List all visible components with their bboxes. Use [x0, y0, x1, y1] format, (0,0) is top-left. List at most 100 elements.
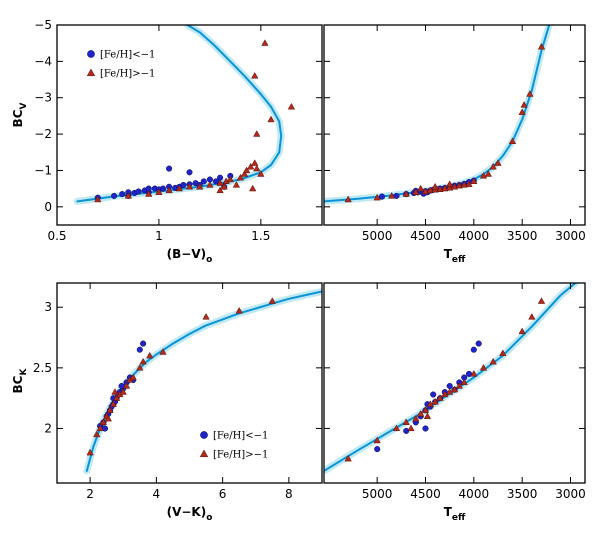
x-axis-label-sub: o [206, 255, 212, 265]
data-point [484, 170, 492, 177]
data-point [494, 159, 502, 166]
data-point [446, 382, 453, 390]
data-point [145, 190, 153, 197]
data-point [412, 414, 420, 422]
legend-label-metal-poor: [Fe/H]<−1 [213, 431, 268, 442]
data-point [129, 373, 137, 381]
data-point [430, 391, 437, 398]
data-point [253, 164, 261, 172]
series-metal-rich [344, 297, 546, 462]
data-point [441, 184, 449, 192]
plot-frame [323, 282, 586, 484]
y-tick-label: −3 [34, 91, 52, 105]
data-point [220, 182, 228, 190]
x-axis-label-main: T [444, 505, 453, 519]
data-point [470, 177, 478, 184]
data-point [537, 42, 546, 50]
data-point [111, 192, 118, 199]
data-point [508, 137, 517, 144]
data-point [94, 195, 102, 203]
curve-glow [324, 25, 553, 205]
data-point [417, 409, 425, 417]
data-point [475, 340, 482, 347]
data-point [200, 178, 207, 185]
data-point [417, 184, 425, 192]
x-tick-label: 3000 [555, 229, 586, 243]
data-point [388, 191, 396, 199]
data-point [479, 363, 488, 371]
data-point [106, 406, 114, 413]
legend: [Fe/H]<−1 [Fe/H]>−1 [199, 431, 268, 461]
legend-label-metal-rich: [Fe/H]>−1 [213, 450, 268, 461]
curve-glow [324, 283, 579, 475]
data-point [450, 385, 459, 393]
data-point [122, 382, 131, 389]
data-point [246, 162, 255, 170]
data-point [423, 412, 432, 419]
x-axis-label: Teff [444, 505, 466, 523]
data-point [520, 101, 528, 108]
data-point [431, 182, 439, 190]
y-axis-label-main: BC [11, 375, 25, 393]
data-point [96, 424, 104, 432]
data-point [240, 170, 249, 177]
data-point [202, 313, 210, 320]
data-point [232, 181, 241, 188]
data-point [446, 180, 454, 187]
y-tick-label: −1 [34, 163, 52, 177]
data-point [455, 382, 463, 389]
x-tick-label: 4000 [459, 487, 490, 501]
data-point [470, 369, 478, 377]
x-tick-label: 0.5 [47, 229, 66, 243]
data-point [236, 173, 245, 181]
data-point [528, 313, 536, 320]
data-point [253, 130, 261, 137]
series-metal-rich [86, 297, 276, 456]
x-axis-label: Teff [444, 247, 466, 265]
data-point [139, 357, 147, 365]
data-point [216, 186, 224, 194]
data-point [257, 170, 265, 177]
data-point [119, 191, 126, 198]
data-point [402, 190, 410, 197]
data-point [489, 162, 497, 170]
data-point [140, 340, 147, 347]
data-point [196, 182, 204, 190]
data-point [378, 193, 386, 200]
data-points [344, 297, 546, 462]
data-point [373, 436, 381, 444]
data-point [185, 182, 194, 190]
data-point [251, 159, 259, 166]
x-tick-label: 4500 [410, 229, 441, 243]
data-point [136, 363, 144, 371]
y-axis-label: BCV [11, 103, 29, 128]
calibration-curve [73, 25, 285, 205]
data-point [175, 184, 183, 192]
data-point [518, 108, 526, 115]
legend-marker-metal-rich [86, 68, 96, 77]
data-point [212, 178, 220, 185]
y-axis-label: BCK [11, 368, 29, 394]
y-tick-label: 2.5 [33, 361, 52, 375]
legend-label-metal-rich: [Fe/H]>−1 [100, 69, 155, 80]
legend-marker-metal-poor [87, 50, 95, 58]
plot-frame [56, 282, 323, 484]
data-point [431, 397, 439, 405]
data-point [489, 357, 497, 365]
data-point [251, 71, 259, 79]
y-axis-label-main: BC [11, 109, 25, 127]
data-point [86, 448, 94, 456]
data-point [111, 388, 119, 395]
x-axis-label: (V−K)o [167, 505, 213, 523]
x-axis-label-sub: eff [452, 255, 466, 265]
series-metal-rich [344, 42, 546, 203]
legend-marker-metal-poor [200, 431, 208, 439]
data-point [392, 424, 401, 432]
data-point [436, 394, 444, 401]
data-point [136, 346, 143, 353]
data-point [180, 181, 187, 189]
x-axis-label-main: (B−V) [167, 247, 206, 261]
x-axis-label: (B−V)o [167, 247, 213, 265]
curve-line [76, 25, 283, 203]
plot-frame [323, 24, 586, 226]
